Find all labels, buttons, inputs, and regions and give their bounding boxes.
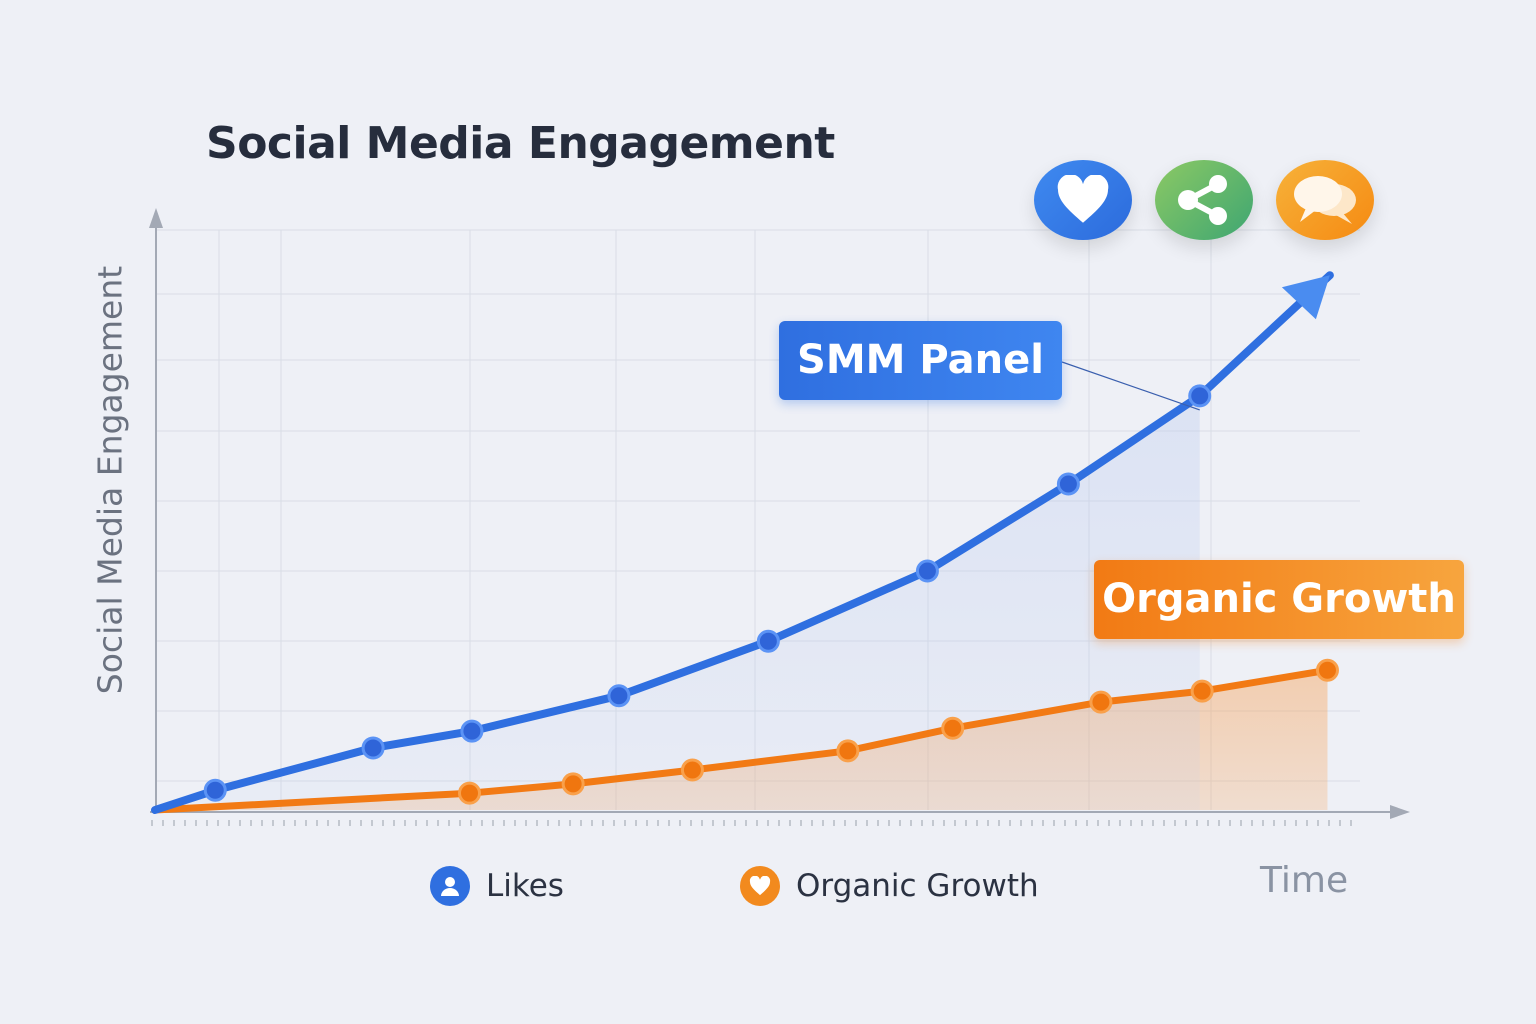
organic-growth-point	[836, 739, 860, 763]
organic-growth-point	[1315, 658, 1339, 682]
legend-item-likes: Likes	[430, 866, 564, 906]
likes-point	[203, 778, 227, 802]
user-icon	[430, 866, 470, 906]
y-axis-arrow	[149, 208, 163, 228]
likes-point	[756, 629, 780, 653]
smm-panel-leader-line	[1061, 361, 1200, 411]
organic-growth-point	[941, 716, 965, 740]
likes-point	[1056, 472, 1080, 496]
organic-growth-point	[458, 781, 482, 805]
organic-growth-point	[561, 772, 585, 796]
likes-point	[361, 736, 385, 760]
annotation-smm-panel: SMM Panel	[779, 321, 1062, 400]
heart-icon	[1034, 160, 1132, 240]
organic-growth-point	[1190, 679, 1214, 703]
heart-icon	[740, 866, 780, 906]
comments-icon	[1276, 160, 1374, 240]
x-axis-label: Time	[1260, 860, 1349, 901]
likes-area	[155, 395, 1200, 810]
organic-growth-point	[680, 758, 704, 782]
likes-point	[607, 684, 631, 708]
share-icon	[1155, 160, 1253, 240]
likes-trend-arrowhead	[1281, 275, 1330, 320]
likes-line	[151, 271, 1334, 814]
likes-point	[915, 559, 939, 583]
likes-point	[460, 719, 484, 743]
legend-label: Organic Growth	[796, 868, 1039, 904]
annotation-organic-growth: Organic Growth	[1094, 560, 1464, 639]
legend-item-organic-growth: Organic Growth	[740, 866, 1039, 906]
x-axis-arrow	[1390, 805, 1410, 819]
legend-label: Likes	[486, 868, 564, 904]
organic-growth-point	[1089, 690, 1113, 714]
chart-title: Social Media Engagement	[206, 118, 835, 169]
likes-point	[1188, 384, 1212, 408]
